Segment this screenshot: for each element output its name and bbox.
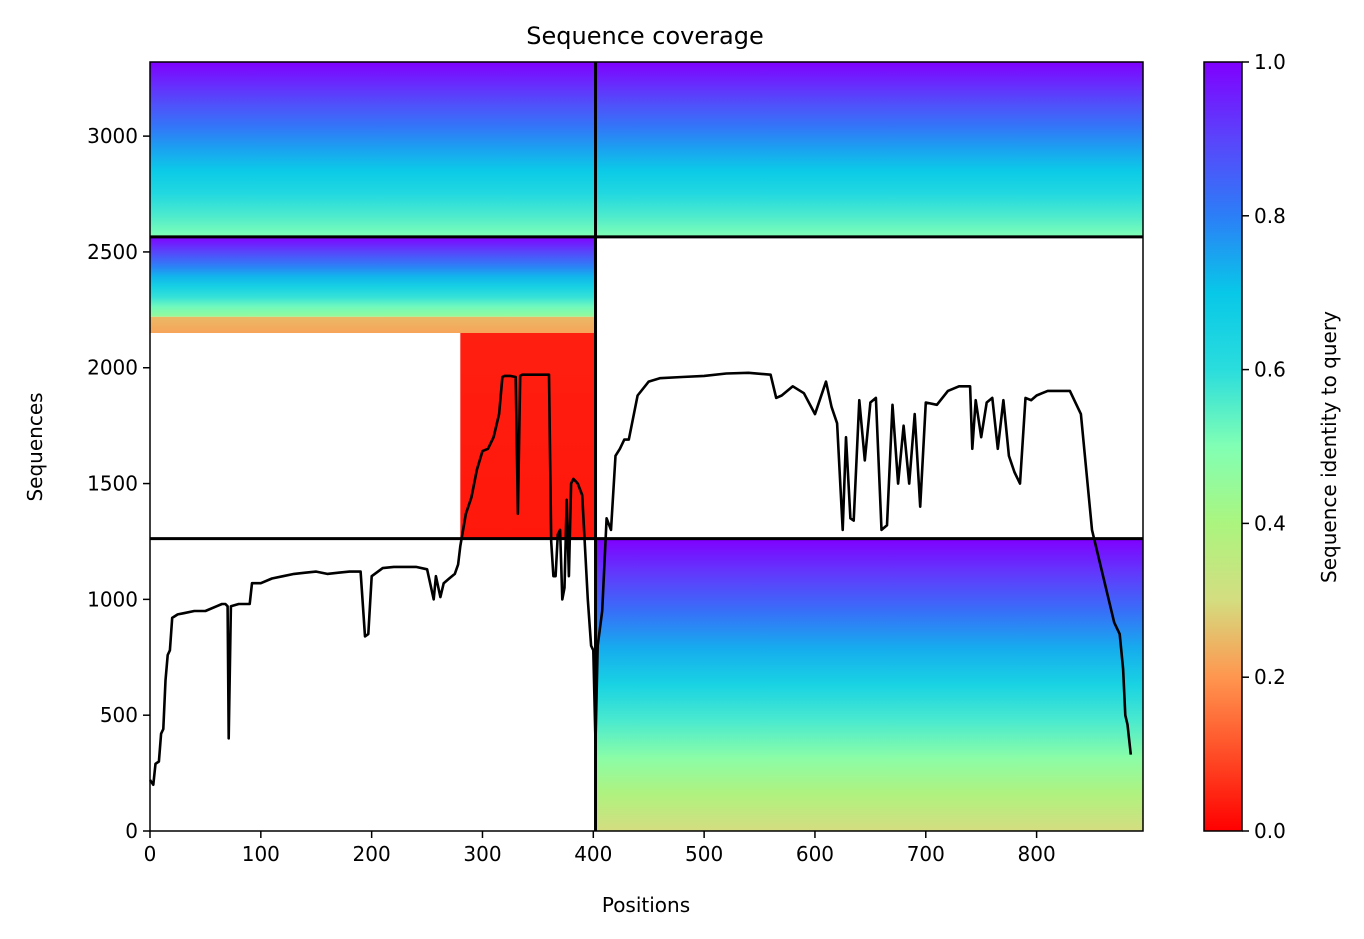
- colorbar-tick-label: 0.2: [1254, 665, 1286, 689]
- colorbar-tick-label: 1.0: [1254, 50, 1286, 74]
- x-tick-label: 100: [242, 842, 280, 866]
- y-tick-label: 3000: [87, 124, 138, 148]
- y-axis-label: Sequences: [23, 392, 47, 501]
- block-chain-1-homologs: [150, 236, 596, 317]
- x-tick-label: 400: [574, 842, 612, 866]
- x-axis-label: Positions: [602, 893, 690, 917]
- y-tick-label: 500: [100, 703, 138, 727]
- block-chain-1-distant: [150, 316, 596, 334]
- block-chain-1-remote: [460, 333, 596, 539]
- colorbar-tick-label: 0.6: [1254, 358, 1286, 382]
- coverage-polyline: [148, 371, 1133, 787]
- coverage-line: [148, 371, 1133, 787]
- plot-frame: [149, 61, 1144, 832]
- x-tick-label: 500: [685, 842, 723, 866]
- x-tick-label: 800: [1018, 842, 1056, 866]
- x-tick-label: 0: [144, 842, 157, 866]
- colorbar: [1203, 61, 1243, 832]
- y-tick-label: 1000: [87, 587, 138, 611]
- colorbar-tick-label: 0.0: [1254, 819, 1286, 843]
- y-tick-label: 1500: [87, 472, 138, 496]
- y-tick-label: 2000: [87, 356, 138, 380]
- block-chain-1-paired: [150, 62, 596, 237]
- coverage-blocks: [150, 62, 1143, 831]
- x-tick-label: 700: [907, 842, 945, 866]
- colorbar-tick-label: 0.4: [1254, 511, 1286, 535]
- x-axis: 0 100 200 300 400 500 600 700 800: [144, 831, 1056, 866]
- colorbar-ticks: 0.0 0.2 0.4 0.6 0.8 1.0: [1242, 50, 1286, 843]
- x-tick-label: 200: [353, 842, 391, 866]
- y-axis: 0 500 1000 1500 2000 2500 3000: [87, 124, 150, 843]
- block-chain-2-homologs: [595, 62, 1143, 237]
- chart-title: Sequence coverage: [526, 22, 763, 50]
- y-tick-label: 0: [125, 819, 138, 843]
- y-tick-label: 2500: [87, 240, 138, 264]
- colorbar-tick-label: 0.8: [1254, 204, 1286, 228]
- x-tick-label: 600: [796, 842, 834, 866]
- block-chain-2-homologs-lower: [595, 538, 1143, 831]
- colorbar-label: Sequence identity to query: [1317, 311, 1341, 583]
- x-tick-label: 300: [463, 842, 501, 866]
